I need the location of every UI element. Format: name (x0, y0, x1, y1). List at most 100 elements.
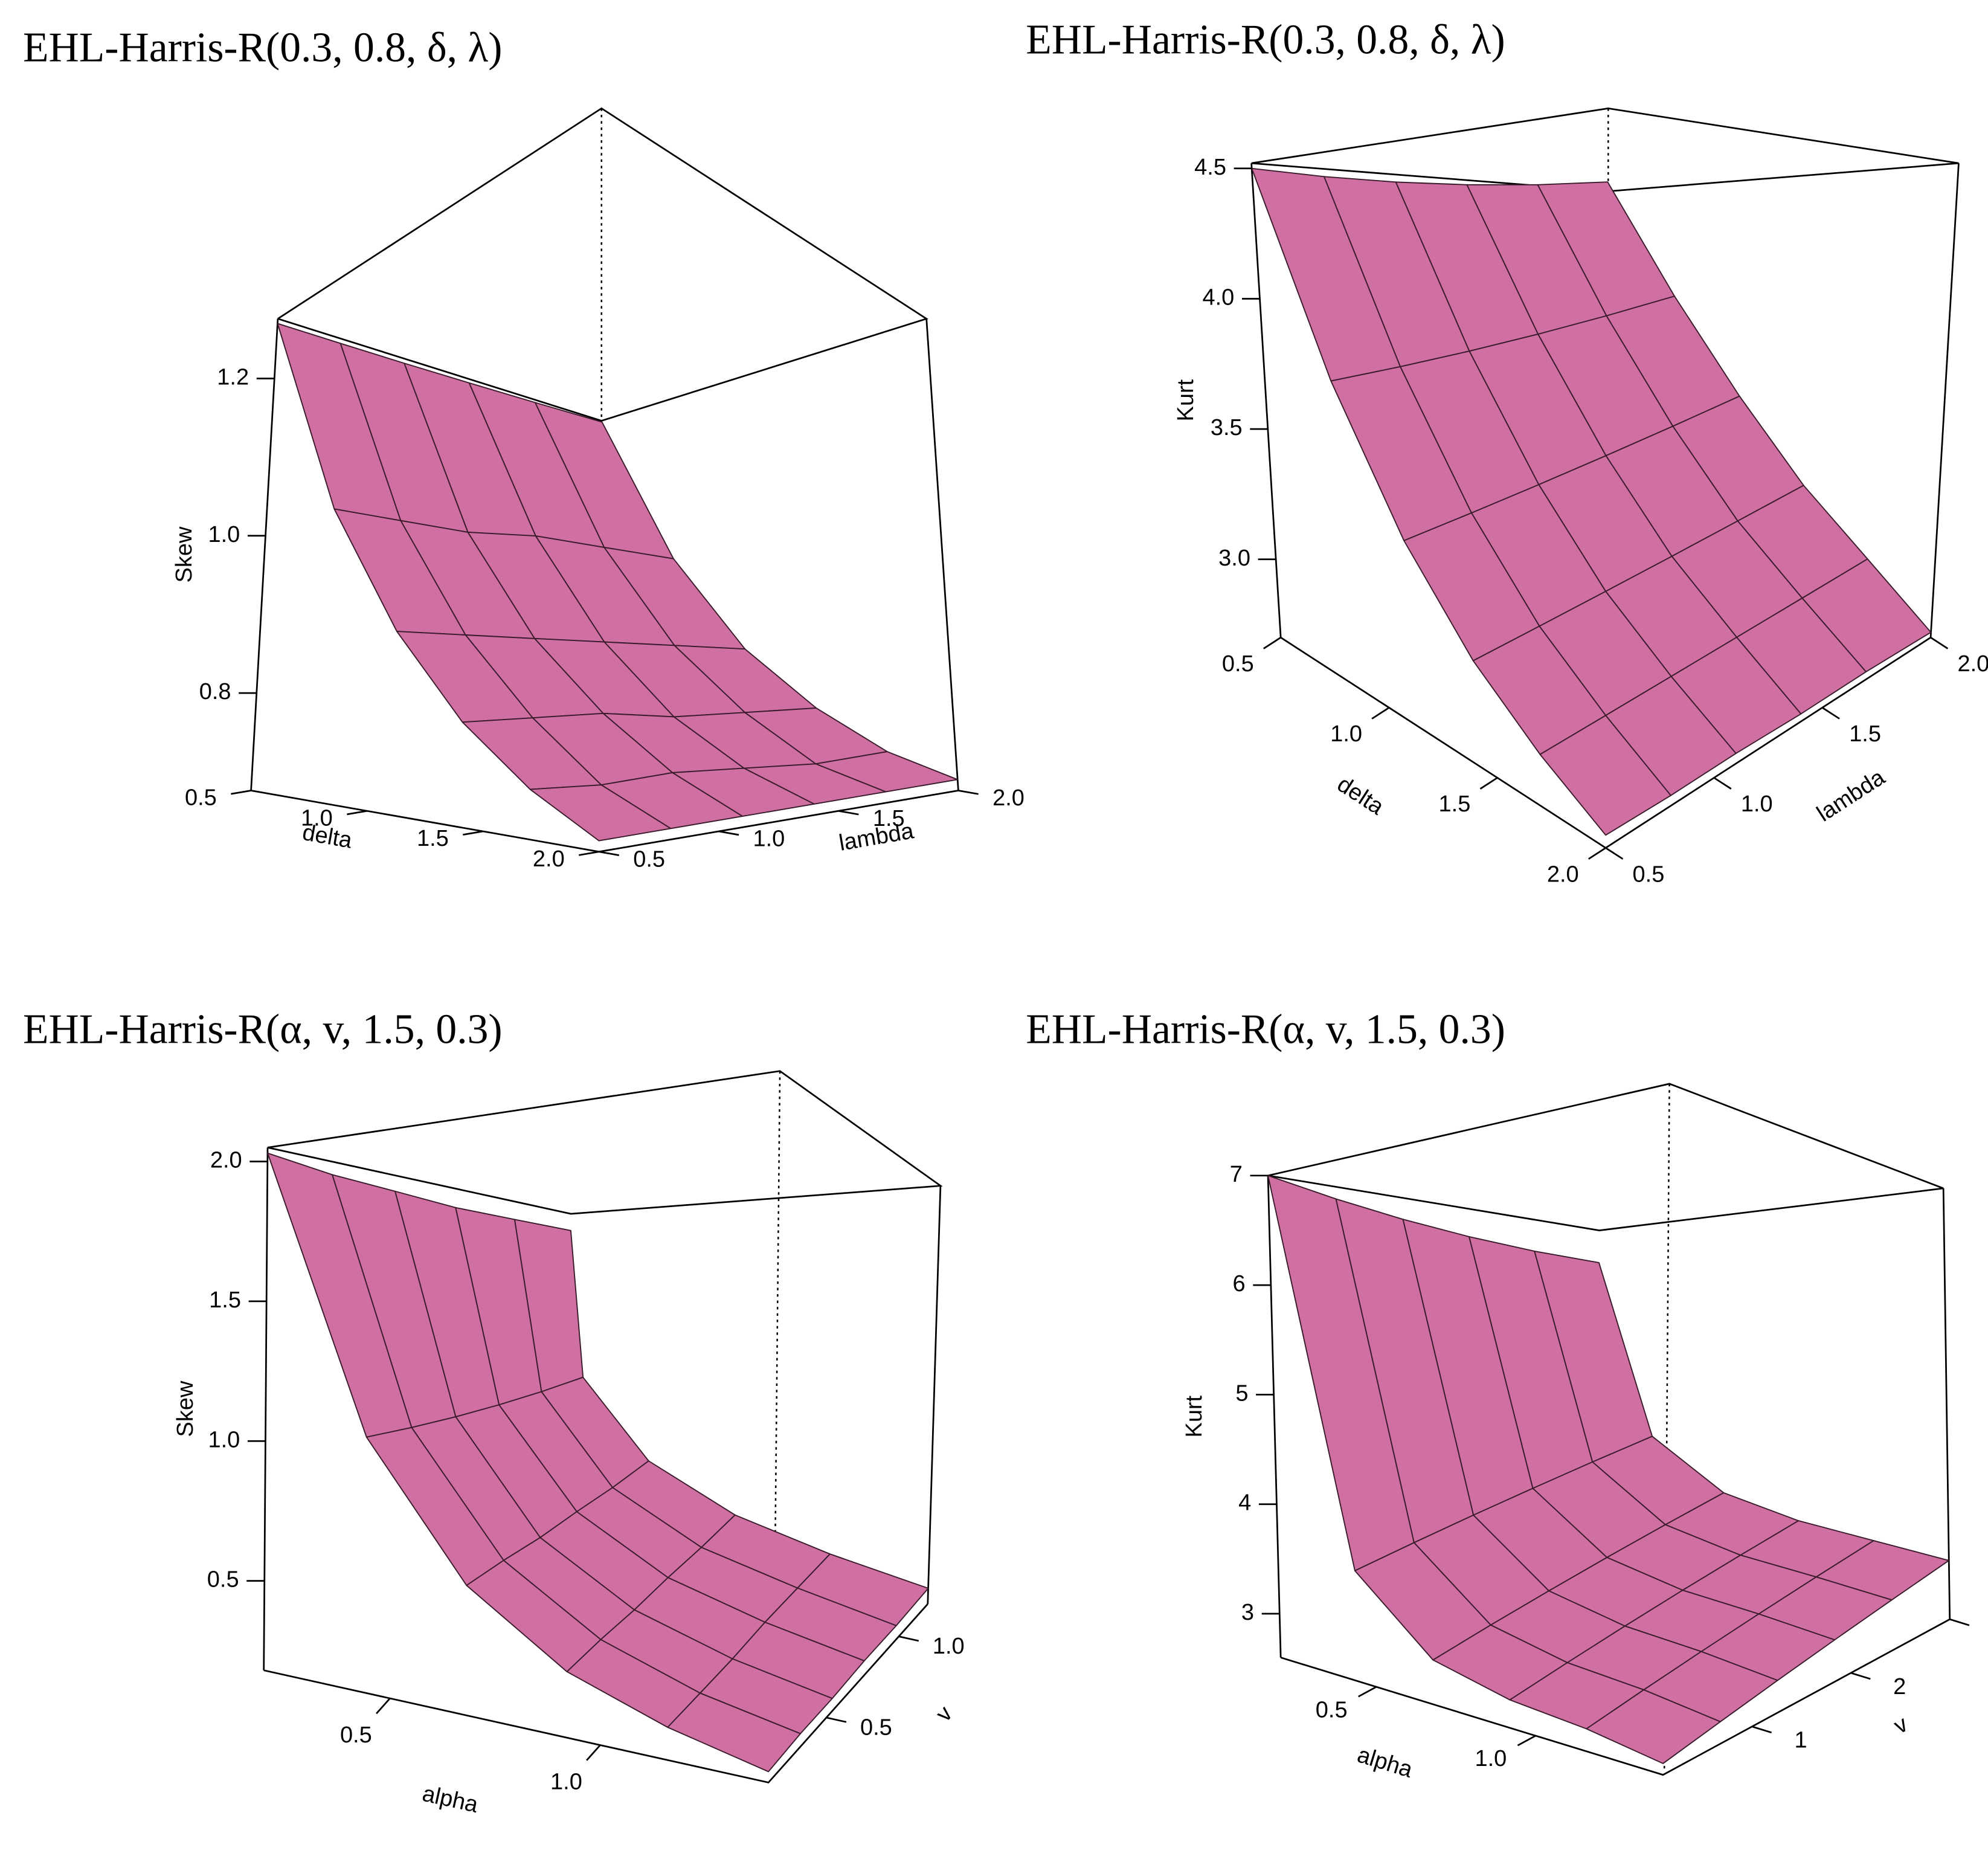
surface-panel: EHL-Harris-R(0.3, 0.8, δ, λ) 0.5 1.0 1.5 2.0… (23, 24, 1025, 872)
x-tick-label: 2.0 (1547, 862, 1579, 887)
z-tick-label: 2.0 (210, 1148, 242, 1173)
z-axis-label: Skew (172, 526, 197, 582)
x-tick-label: 1.0 (301, 805, 333, 831)
z-axis-label: Skew (173, 1381, 198, 1437)
y-tick-label: 1.0 (933, 1634, 965, 1659)
x-tick (231, 790, 251, 795)
y-tick-label: 1.5 (873, 806, 905, 831)
x-tick-label: 1.0 (550, 1769, 582, 1794)
box-edge (1267, 1083, 1944, 1231)
x-tick-label: 2.0 (533, 846, 565, 872)
x-tick (1588, 847, 1606, 860)
x-axis-label: alpha (420, 1781, 481, 1818)
surface-panel: EHL-Harris-R(0.3, 0.8, δ, λ) 0.5 1.0 1.5 2.0… (1026, 17, 1988, 888)
surface-panel: EHL-Harris-R(α, v, 1.5, 0.3) 0.5 1.0 0.5 1.0… (23, 1006, 965, 1818)
z-tick-label: 4.5 (1194, 155, 1226, 180)
y-tick-label: 1.0 (1741, 791, 1773, 817)
panel-title: EHL-Harris-R(0.3, 0.8, δ, λ) (23, 24, 502, 71)
y-tick (718, 830, 739, 836)
surface-facet (1586, 1689, 1721, 1764)
z-tick-label: 3.5 (1211, 415, 1243, 440)
panel-title: EHL-Harris-R(α, v, 1.5, 0.3) (23, 1006, 503, 1052)
y-tick (838, 810, 859, 816)
surface-facet (1539, 715, 1671, 836)
y-axis-label: v (1890, 1712, 1912, 1739)
x-tick (1263, 637, 1281, 649)
z-tick-label: 1.2 (217, 365, 249, 390)
x-tick (1358, 1686, 1377, 1698)
z-tick-label: 0.8 (199, 679, 231, 704)
y-axis-label: v (931, 1701, 957, 1727)
z-tick-label: 3 (1241, 1600, 1254, 1625)
box-edge (263, 1603, 928, 1783)
z-tick-label: 1.0 (208, 1427, 240, 1452)
panel-title: EHL-Harris-R(0.3, 0.8, δ, λ) (1026, 17, 1505, 63)
box-edge (263, 1147, 269, 1671)
x-tick (1479, 777, 1498, 790)
box-edge (1929, 163, 1960, 638)
y-tick (898, 1635, 919, 1642)
box-edge (927, 1185, 942, 1604)
z-tick-label: 0.5 (207, 1567, 239, 1593)
x-tick-label: 0.5 (340, 1722, 372, 1748)
x-tick (1371, 707, 1390, 720)
y-tick-label: 2.0 (992, 785, 1025, 811)
y-tick (599, 851, 620, 856)
box-edge (1267, 1175, 1282, 1658)
panel-title: EHL-Harris-R(α, v, 1.5, 0.3) (1026, 1006, 1505, 1052)
y-tick-label: 1.0 (753, 826, 785, 852)
x-tick (1517, 1735, 1536, 1747)
x-axis-label: alpha (1354, 1742, 1416, 1783)
y-tick-label: 2.0 (1958, 651, 1988, 677)
z-tick-label: 7 (1230, 1162, 1243, 1187)
y-axis-label: lambda (1812, 764, 1890, 826)
z-tick-label: 6 (1233, 1271, 1246, 1297)
x-axis-label: delta (1333, 772, 1389, 820)
box-edge (1250, 163, 1282, 638)
box-hidden-edge (774, 1071, 781, 1581)
y-tick (826, 1716, 847, 1723)
box-edge (1280, 1619, 1951, 1776)
z-tick-label: 3.0 (1218, 546, 1250, 571)
y-tick (1605, 847, 1624, 860)
y-tick (1850, 1672, 1871, 1680)
z-tick-label: 4 (1238, 1490, 1251, 1516)
surface-facet (667, 1692, 801, 1773)
x-tick (347, 810, 367, 816)
x-tick-label: 0.5 (1222, 651, 1254, 677)
surface-panel: EHL-Harris-R(α, v, 1.5, 0.3)0.51.0123345… (1026, 1006, 1970, 1783)
y-tick (1713, 777, 1732, 790)
x-axis-label: delta (301, 820, 355, 854)
y-tick (1949, 1618, 1970, 1626)
x-tick-label: 1.5 (1439, 791, 1471, 817)
box-edge (250, 318, 279, 791)
x-tick-label: 0.5 (185, 785, 217, 811)
y-tick-label: 0.5 (860, 1715, 892, 1740)
y-axis-label: lambda (837, 818, 916, 856)
x-tick-label: 1.0 (1330, 721, 1362, 747)
z-tick-label: 4.0 (1203, 285, 1235, 310)
x-tick-label: 1.5 (417, 826, 449, 851)
y-tick (1930, 637, 1949, 649)
y-tick-label: 0.5 (1633, 862, 1665, 887)
z-tick-label: 5 (1235, 1381, 1248, 1406)
y-tick-label: 1 (1794, 1728, 1807, 1753)
z-axis-label: Kurt (1182, 1395, 1207, 1437)
surface-facet (529, 784, 672, 842)
box-edge (1942, 1188, 1951, 1620)
z-tick-label: 1.0 (208, 522, 240, 547)
y-tick (1822, 707, 1840, 720)
x-tick (586, 1744, 601, 1761)
x-tick-label: 0.5 (1316, 1697, 1348, 1722)
box-edge (925, 318, 959, 791)
x-tick (376, 1698, 391, 1715)
x-tick (463, 830, 483, 836)
x-tick-label: 1.0 (1475, 1746, 1507, 1771)
z-axis-label: Kurt (1173, 379, 1198, 421)
y-tick-label: 1.5 (1849, 721, 1881, 747)
y-tick (1751, 1725, 1772, 1734)
x-tick (579, 851, 599, 856)
y-tick-label: 0.5 (633, 846, 665, 872)
